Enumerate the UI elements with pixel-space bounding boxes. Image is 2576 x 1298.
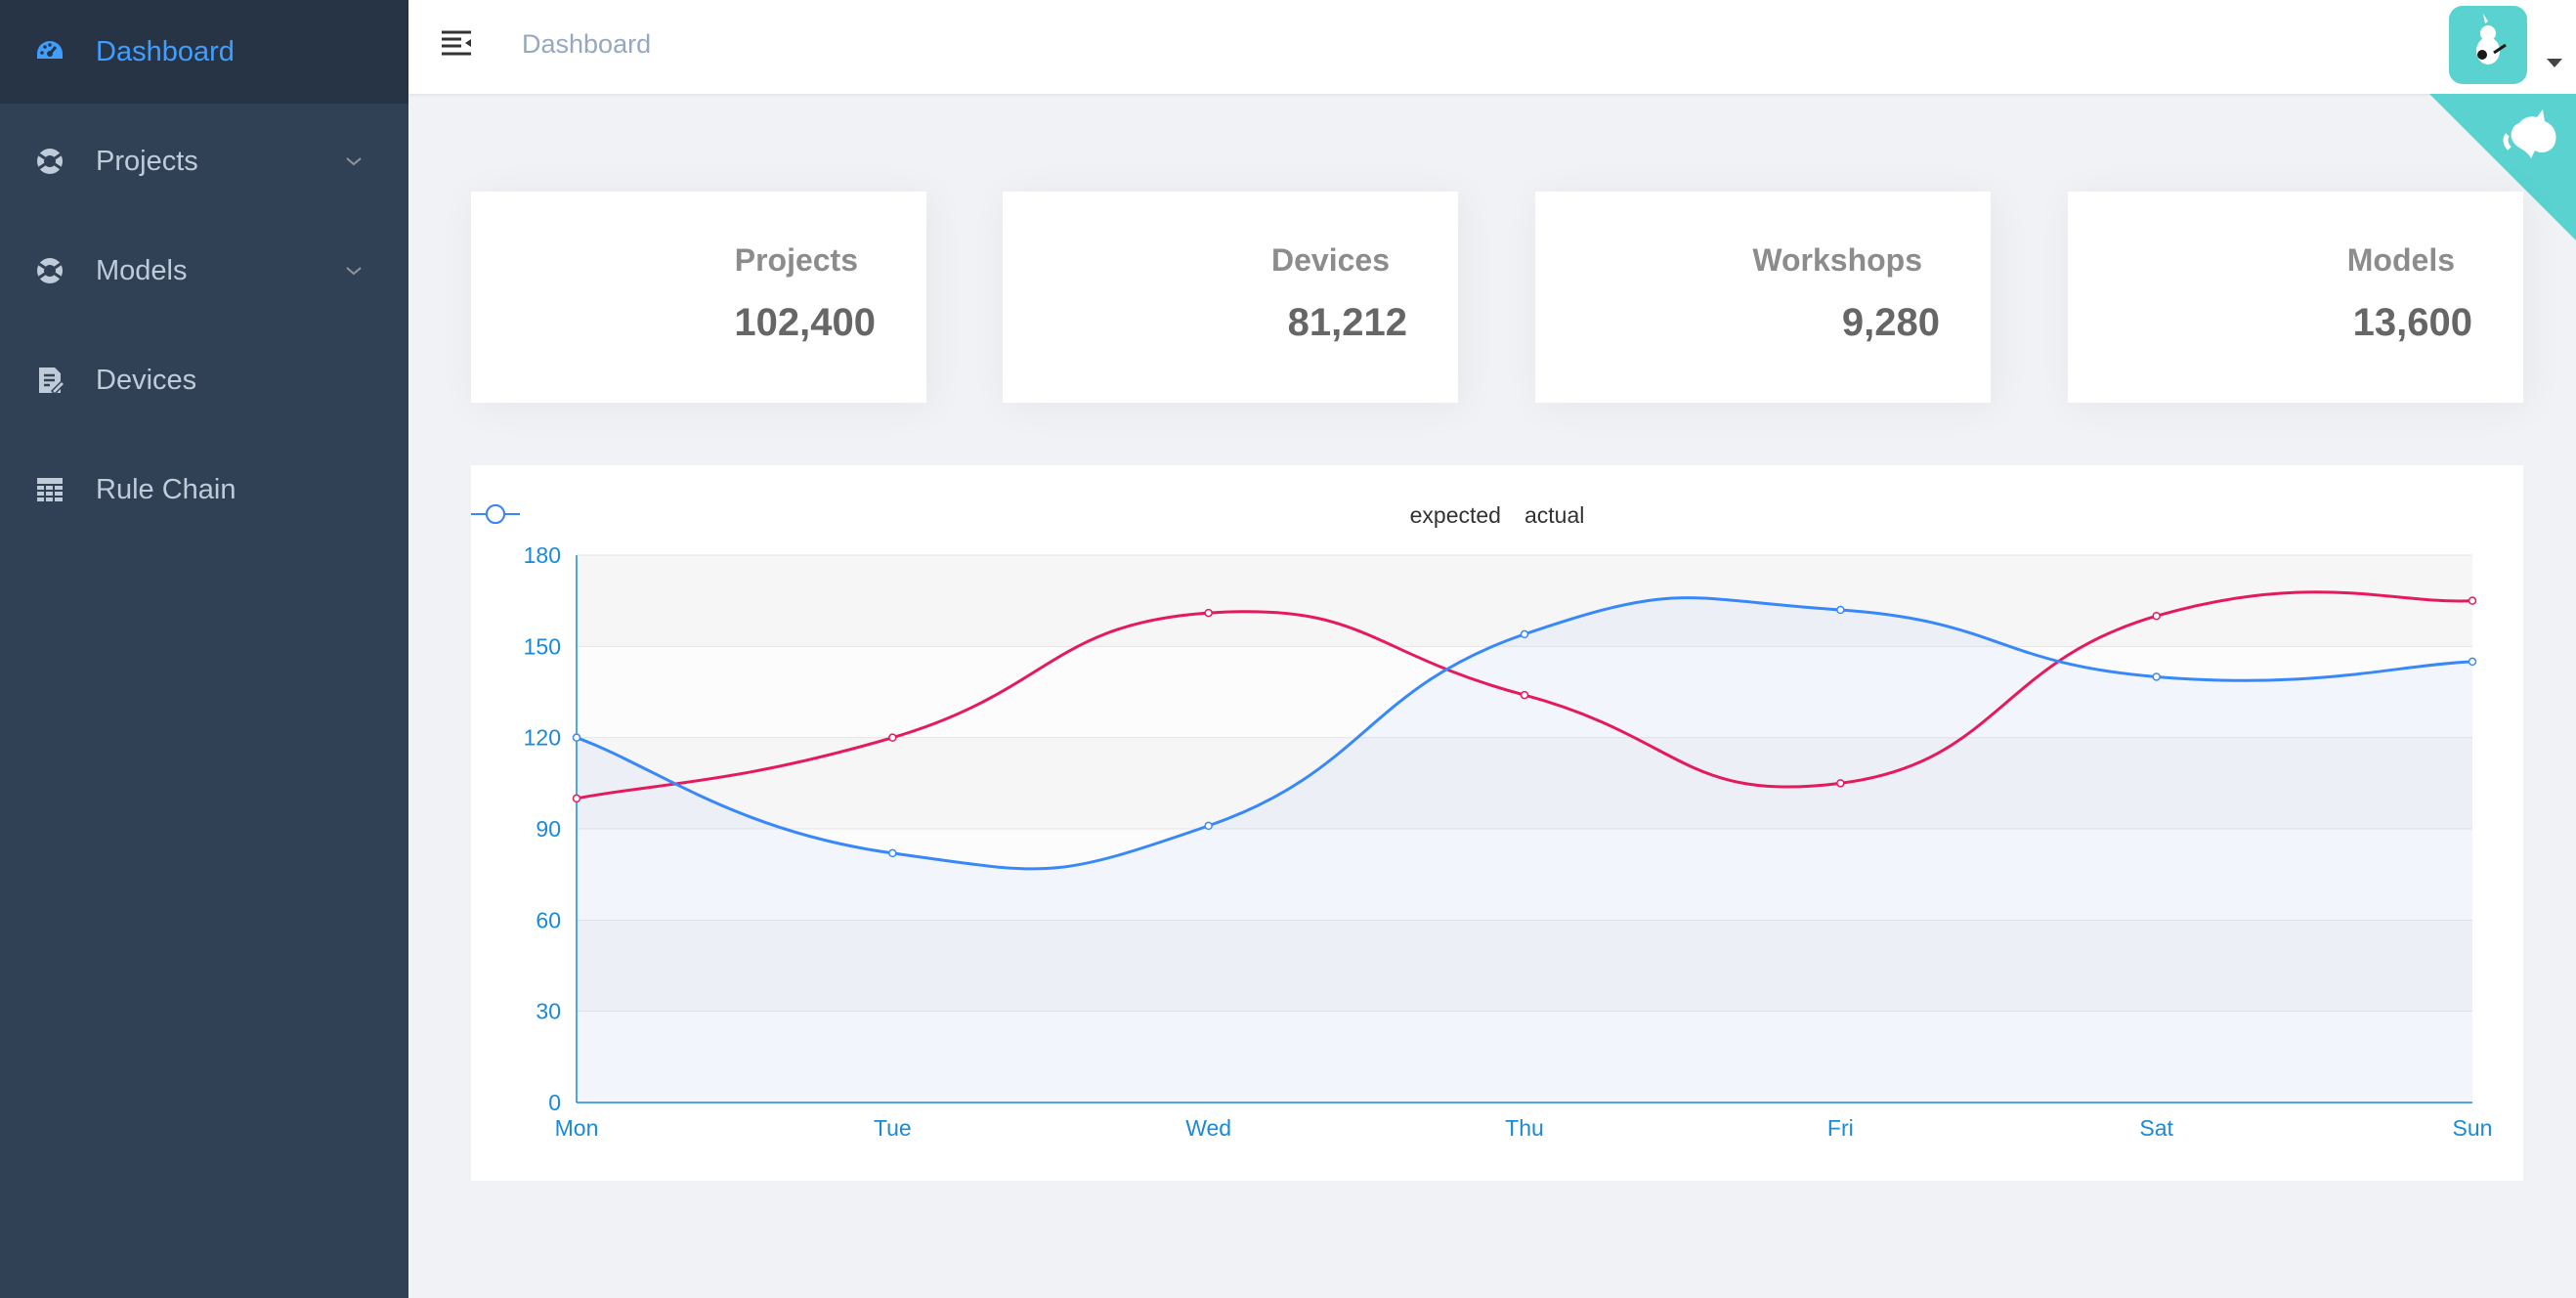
card-value: 13,600 — [2352, 301, 2472, 344]
x-tick-label: Sat — [2139, 1115, 2173, 1141]
sidebar-item-projects[interactable]: Projects — [0, 109, 408, 213]
line-chart: 0 30 60 90 120 150 180 Mon Tue Wed Thu Fri Sat Sun — [524, 542, 2493, 1141]
grid-band — [577, 829, 2472, 921]
y-tick-label: 120 — [524, 725, 561, 751]
breadcrumb[interactable]: Dashboard — [522, 29, 652, 59]
card-value: 102,400 — [734, 301, 876, 344]
data-point-actual — [1520, 629, 1529, 639]
grid-band — [577, 1011, 2472, 1103]
hamburger-icon[interactable] — [440, 27, 473, 61]
sidebar-item-label: Models — [96, 254, 188, 286]
document-edit-icon — [33, 364, 66, 397]
x-tick-label: Sun — [2453, 1115, 2493, 1141]
series-area-actual — [577, 597, 2472, 1103]
data-point-actual — [1204, 821, 1213, 831]
chart-legend: expected actual — [471, 502, 2523, 529]
sidebar-item-label: Devices — [96, 364, 197, 396]
y-tick-label: 0 — [548, 1090, 561, 1115]
lifebuoy-icon — [33, 254, 66, 287]
data-point-actual — [572, 733, 581, 742]
legend-item-actual[interactable]: actual — [471, 502, 1585, 529]
data-point-actual — [2468, 657, 2477, 667]
data-point-expected — [1520, 690, 1529, 700]
x-tick-label: Mon — [555, 1115, 599, 1141]
table-icon — [33, 473, 66, 506]
y-tick-label: 60 — [536, 907, 561, 932]
avatar-image — [2449, 6, 2527, 84]
data-point-expected — [1204, 608, 1213, 618]
legend-item-expected[interactable]: expected — [471, 502, 1501, 529]
data-point-expected — [2468, 596, 2477, 605]
card-title: Projects — [734, 242, 858, 278]
chevron-down-icon[interactable] — [342, 259, 365, 282]
stat-card-models[interactable]: Models 13,600 — [2068, 192, 2523, 403]
card-title: Devices — [1271, 242, 1390, 278]
data-point-expected — [2152, 611, 2161, 621]
lifebuoy-icon — [33, 145, 66, 178]
sidebar: Dashboard Projects Models Devices Rule C… — [0, 0, 408, 1298]
sidebar-item-devices[interactable]: Devices — [0, 328, 408, 432]
card-title: Models — [2346, 242, 2455, 278]
grid-band — [577, 920, 2472, 1012]
y-tick-label: 180 — [524, 542, 561, 568]
card-value: 9,280 — [1841, 301, 1940, 344]
sidebar-item-label: Rule Chain — [96, 473, 236, 505]
legend-label: expected — [1409, 502, 1501, 528]
y-tick-label: 30 — [536, 999, 561, 1024]
dashboard-icon — [33, 35, 66, 68]
sidebar-item-rule-chain[interactable]: Rule Chain — [0, 438, 408, 541]
legend-label: actual — [1524, 502, 1585, 528]
legend-marker-actual — [471, 504, 520, 524]
sidebar-item-dashboard[interactable]: Dashboard — [0, 0, 408, 104]
data-point-actual — [2152, 672, 2161, 681]
x-tick-label: Thu — [1505, 1115, 1544, 1141]
grid-band — [577, 737, 2472, 829]
card-value: 81,212 — [1287, 301, 1407, 344]
data-point-expected — [1836, 779, 1845, 788]
data-point-actual — [888, 848, 897, 858]
stat-card-workshops[interactable]: Workshops 9,280 — [1535, 192, 1991, 403]
card-title: Workshops — [1752, 242, 1922, 278]
x-tick-label: Wed — [1185, 1115, 1231, 1141]
x-tick-label: Tue — [874, 1115, 912, 1141]
github-corner-icon[interactable] — [2429, 94, 2576, 240]
line-chart-panel: 0 30 60 90 120 150 180 Mon Tue Wed Thu Fri Sat Sun ex… — [471, 465, 2523, 1181]
sidebar-item-models[interactable]: Models — [0, 219, 408, 323]
navbar: Dashboard — [408, 0, 2576, 94]
sidebar-item-label: Dashboard — [96, 35, 235, 67]
chevron-down-icon[interactable] — [342, 150, 365, 173]
data-point-actual — [1836, 605, 1845, 615]
y-tick-label: 150 — [524, 633, 561, 659]
avatar[interactable] — [2449, 6, 2527, 84]
x-tick-label: Fri — [1827, 1115, 1854, 1141]
y-tick-label: 90 — [536, 816, 561, 842]
stat-card-projects[interactable]: Projects 102,400 — [471, 192, 926, 403]
data-point-expected — [888, 733, 897, 742]
sidebar-item-label: Projects — [96, 145, 198, 177]
data-point-expected — [572, 794, 581, 803]
stat-card-devices[interactable]: Devices 81,212 — [1003, 192, 1458, 403]
caret-down-icon[interactable] — [2547, 59, 2562, 67]
